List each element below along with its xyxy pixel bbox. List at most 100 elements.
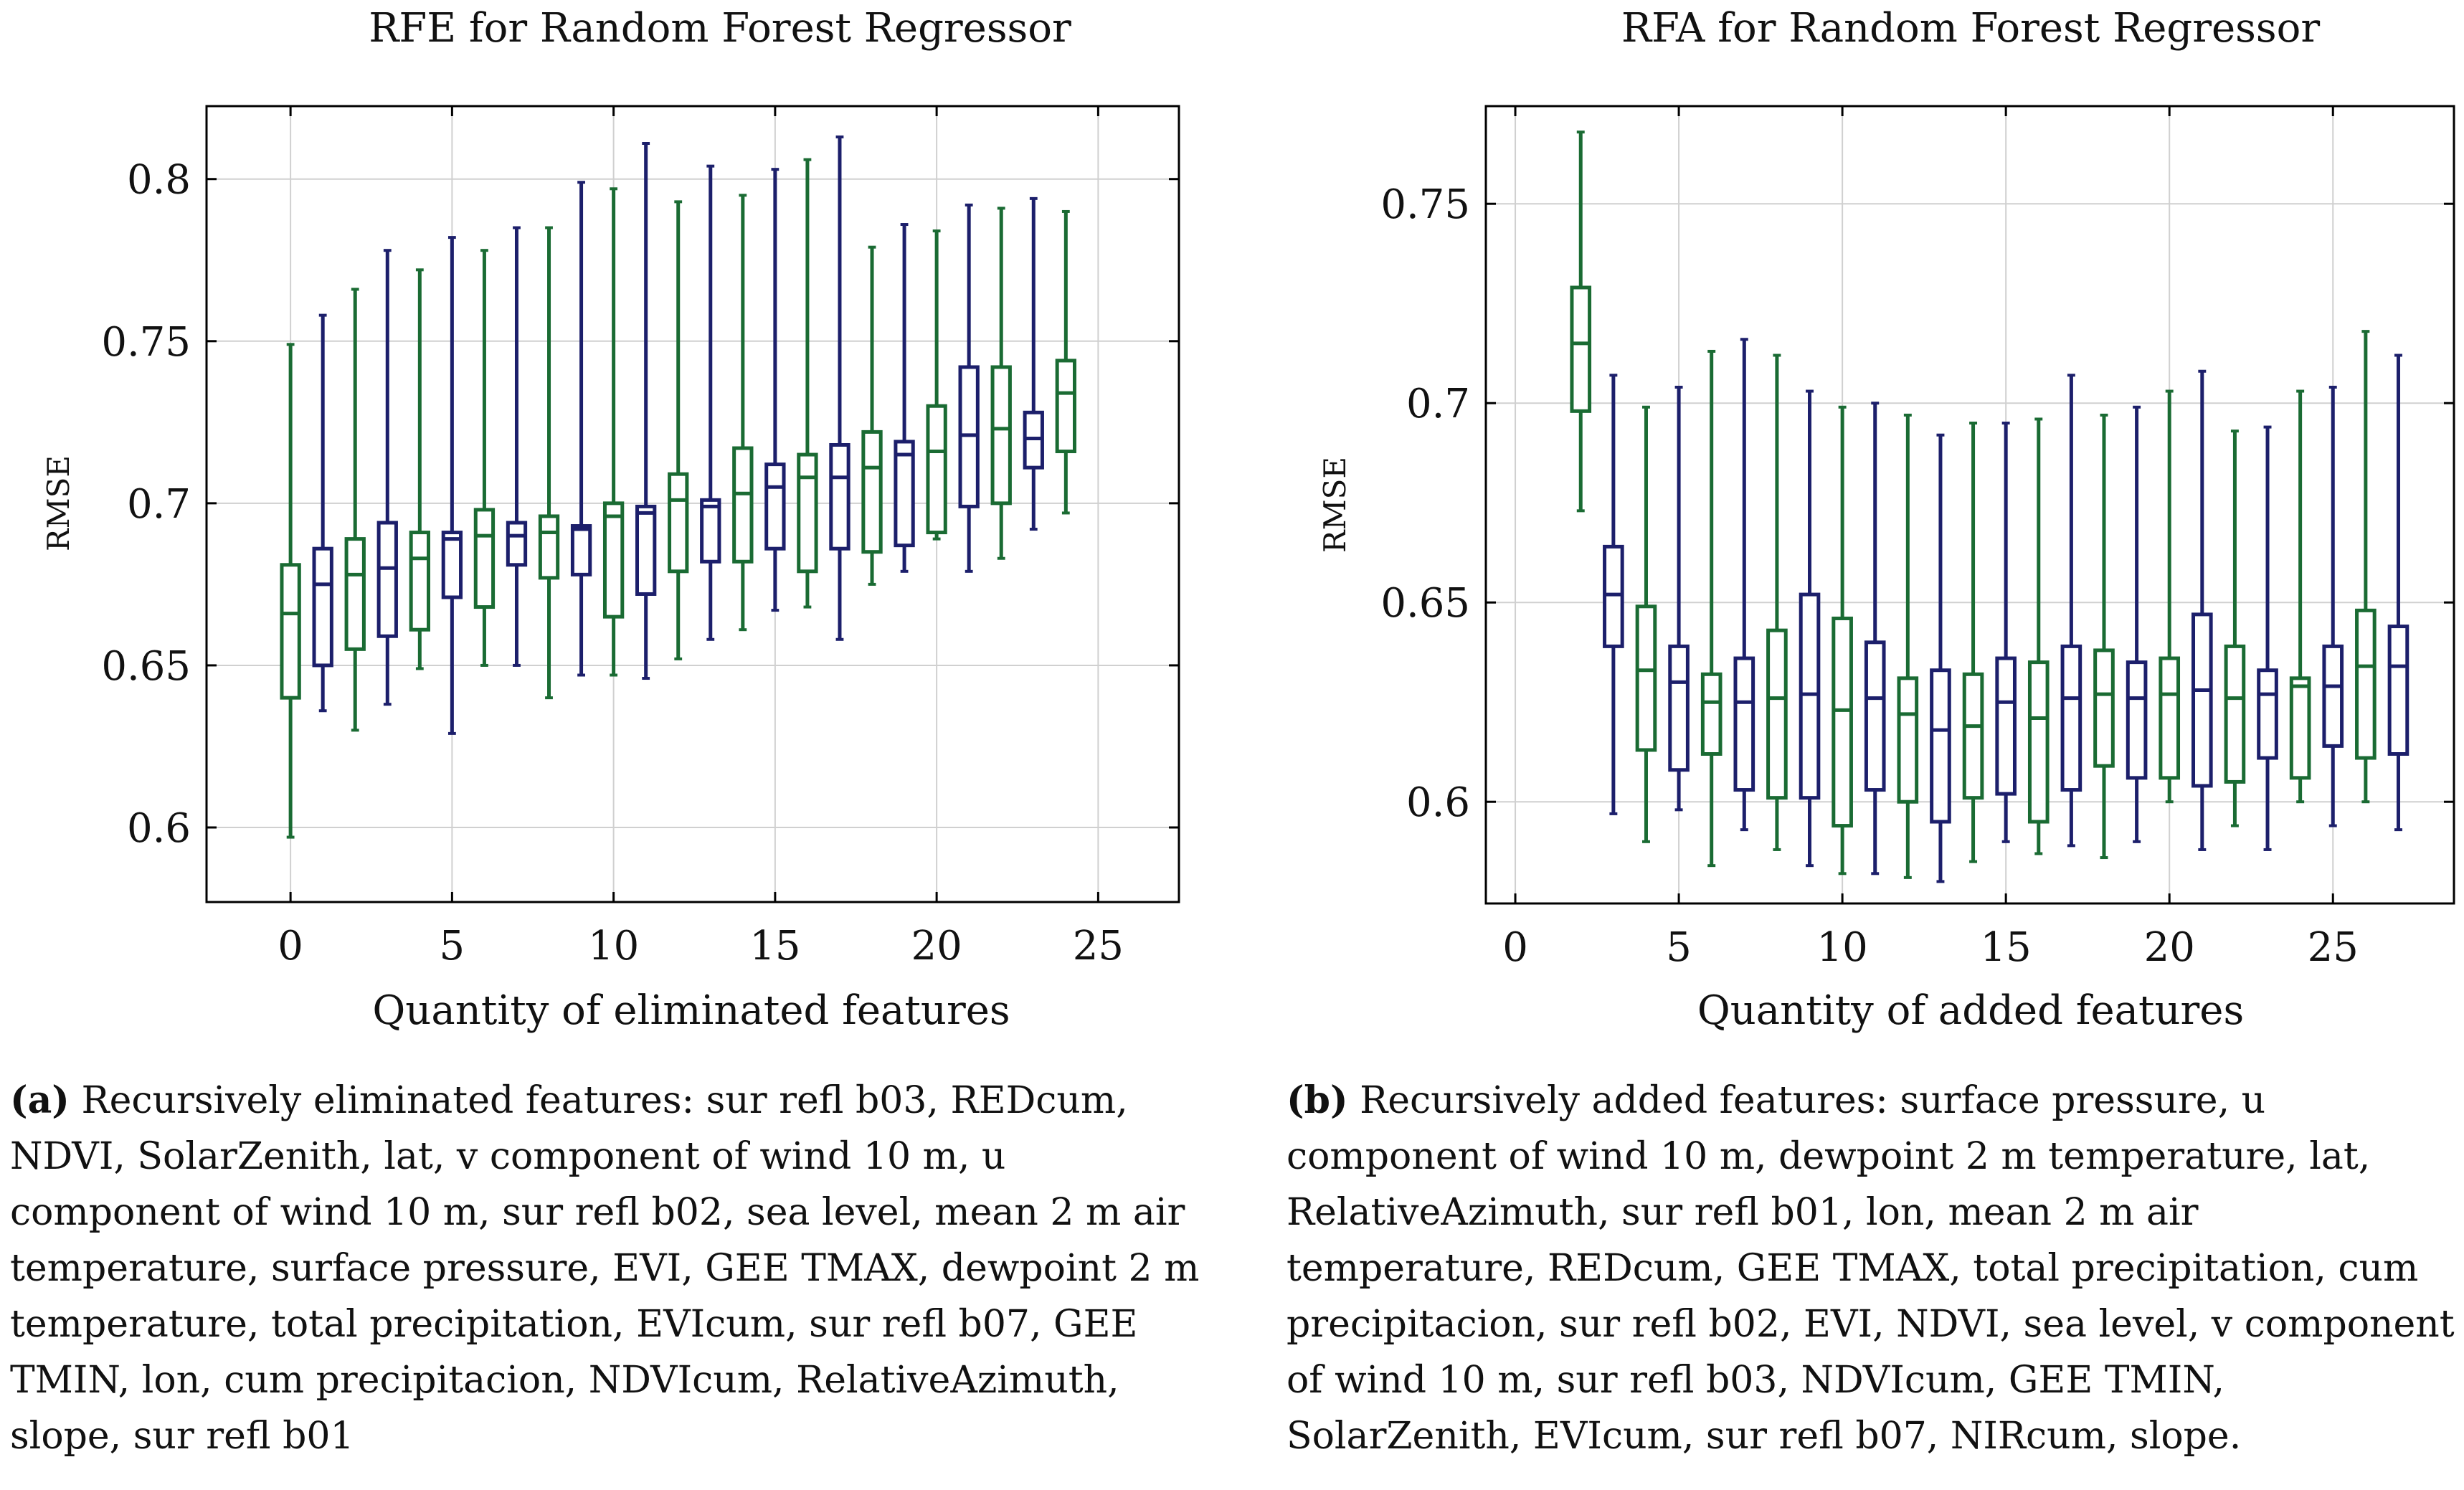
box-iqr: [1635, 604, 1657, 752]
box-plot-x16: [797, 158, 818, 609]
y-tick-label: 0.6: [1406, 779, 1470, 826]
box-iqr: [280, 563, 301, 700]
box-iqr: [2060, 644, 2082, 792]
y-tick-label: 0.7: [1406, 381, 1470, 427]
box-iqr: [1733, 656, 1755, 792]
box-plot-x19: [2126, 405, 2148, 843]
box-iqr: [506, 521, 528, 567]
box-plot-x0: [280, 343, 301, 839]
box-iqr: [1766, 628, 1788, 800]
box-iqr: [668, 472, 689, 574]
box-iqr: [538, 514, 560, 580]
box-plot-x24: [1055, 209, 1076, 515]
x-tick-label: 0: [278, 923, 303, 969]
box-plot-x7: [1733, 338, 1755, 832]
box-plot-x11: [635, 141, 657, 680]
box-plot-x1: [312, 313, 333, 713]
box-iqr: [2257, 668, 2278, 760]
caption-text: Recursively eliminated features: sur ref…: [10, 1079, 1200, 1458]
box-iqr: [2027, 660, 2050, 824]
caption-a: (a) Recursively eliminated features: sur…: [10, 1073, 1208, 1464]
box-plot-x13: [700, 164, 721, 641]
chart-rfa: RFA for Random Forest Regressor 0.60.650…: [1317, 5, 2455, 1034]
y-axis-label: RMSE: [1317, 457, 1352, 553]
caption-text: Recursively added features: surface pres…: [1287, 1079, 2455, 1458]
y-tick-label: 0.7: [127, 481, 191, 528]
box-iqr: [1668, 644, 1690, 772]
y-tick-label: 0.65: [1380, 580, 1470, 627]
box-plot-x24: [2289, 389, 2311, 804]
box-plot-x10: [602, 187, 625, 677]
box-plot-x20: [2159, 389, 2181, 804]
box-plot-x15: [1995, 422, 2017, 843]
box-plot-x2: [344, 288, 366, 732]
box-plot-x23: [2257, 425, 2278, 851]
box-plot-x3: [376, 249, 398, 706]
x-tick-label: 10: [1816, 924, 1867, 971]
box-plot-x11: [1864, 402, 1886, 876]
box-plot-x10: [1832, 405, 1853, 876]
box-plot-x20: [926, 229, 947, 541]
box-plot-x4: [1635, 405, 1657, 843]
box-iqr: [894, 440, 915, 548]
box-iqr: [2355, 608, 2377, 760]
box-iqr: [2126, 660, 2148, 780]
x-axis-label: Quantity of eliminated features: [372, 987, 1010, 1034]
box-plot-x22: [990, 207, 1012, 560]
box-iqr: [861, 430, 883, 554]
box-iqr: [797, 452, 818, 574]
box-plot-x16: [2027, 417, 2050, 855]
box-plot-x27: [2387, 353, 2409, 832]
chart-title: RFA for Random Forest Regressor: [1621, 5, 2320, 52]
x-tick-label: 15: [749, 923, 800, 969]
box-iqr: [1570, 285, 1592, 413]
box-plot-x5: [1668, 385, 1690, 812]
plot-frame: [1484, 105, 2455, 905]
chart-title: RFE for Random Forest Regressor: [369, 5, 1071, 52]
box-plot-x21: [2191, 369, 2213, 851]
x-tick-label: 15: [1981, 924, 2032, 971]
box-iqr: [2224, 644, 2246, 784]
y-axis-label: RMSE: [41, 455, 76, 551]
box-iqr: [1995, 656, 2017, 796]
box-plot-x12: [1897, 413, 1919, 879]
box-plot-x2: [1570, 131, 1592, 513]
x-tick-label: 25: [2308, 924, 2359, 971]
box-iqr: [570, 524, 592, 576]
box-iqr: [1055, 359, 1076, 454]
box-iqr: [764, 462, 786, 551]
box-plot-x22: [2224, 430, 2246, 827]
box-iqr: [376, 521, 398, 638]
box-iqr: [1864, 640, 1886, 792]
box-plot-x6: [473, 249, 496, 667]
box-iqr: [312, 546, 333, 668]
box-plot-x6: [1700, 349, 1723, 868]
y-tick-label: 0.75: [101, 319, 191, 366]
box-plot-x17: [2060, 374, 2082, 848]
box-plot-x23: [1023, 196, 1044, 531]
box-iqr: [441, 531, 463, 599]
box-series: [280, 135, 1076, 839]
box-plot-x13: [1930, 433, 1951, 883]
box-plot-x26: [2355, 330, 2377, 804]
x-tick-label: 0: [1502, 924, 1528, 971]
x-tick-label: 20: [2144, 924, 2195, 971]
box-iqr: [1930, 668, 1951, 824]
x-tick-label: 5: [1666, 924, 1692, 971]
box-plot-x9: [570, 181, 592, 677]
box-plot-x14: [1962, 422, 1984, 863]
box-plot-x8: [538, 226, 560, 700]
box-plot-x7: [506, 226, 528, 667]
x-tick-label: 5: [440, 923, 465, 969]
caption-label: (a): [10, 1078, 70, 1122]
box-plot-x18: [2093, 413, 2115, 860]
box-plot-x18: [861, 245, 883, 586]
x-tick-label: 10: [588, 923, 639, 969]
box-iqr: [1603, 544, 1624, 648]
y-tick-label: 0.75: [1380, 181, 1470, 228]
box-plot-x4: [409, 268, 430, 670]
x-tick-label: 25: [1073, 923, 1124, 969]
axis-ticks: 0.6 0.65 0.7 0.75 0 5 10 15 20 25: [1380, 106, 2454, 971]
box-plot-x5: [441, 236, 463, 735]
